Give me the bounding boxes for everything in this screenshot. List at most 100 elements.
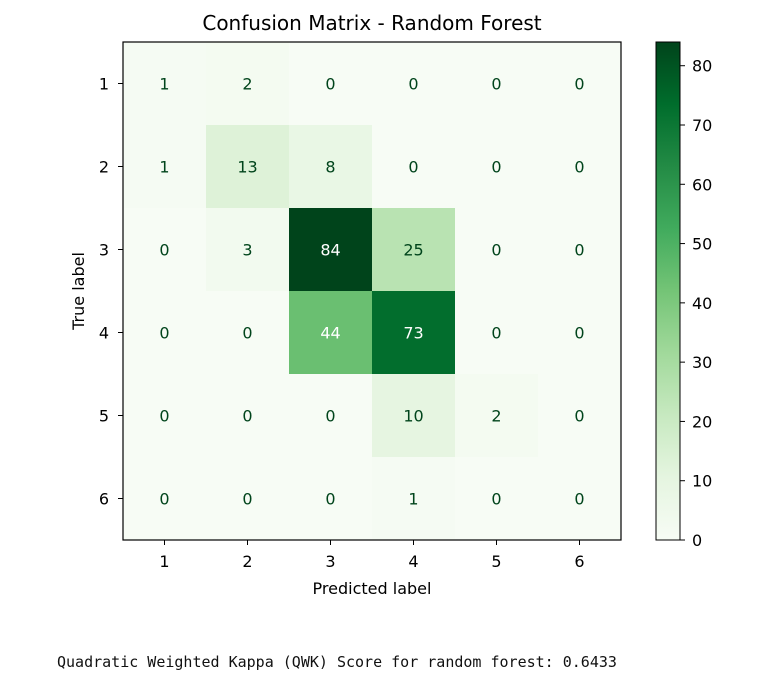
cell-value-label: 0 (491, 75, 501, 94)
cell-value-label: 3 (242, 241, 252, 260)
colorbar (655, 41, 681, 541)
x-tick-label: 6 (574, 552, 584, 571)
cell-value-label: 0 (325, 407, 335, 426)
heatmap-cell (538, 291, 622, 375)
colorbar-tick-label: 20 (692, 412, 712, 431)
y-tick-label: 2 (99, 158, 109, 177)
colorbar-tick-label: 40 (692, 294, 712, 313)
heatmap-cell (123, 125, 207, 209)
heatmap-cell (289, 374, 373, 458)
cell-value-label: 84 (320, 241, 340, 260)
y-tick-label: 1 (99, 75, 109, 94)
cell-value-label: 0 (491, 324, 501, 343)
heatmap-cell (289, 457, 373, 541)
cell-value-label: 13 (237, 158, 257, 177)
y-axis-ticks: 1 2 3 4 5 6 (99, 75, 123, 509)
cell-value-label: 44 (320, 324, 340, 343)
confusion-matrix-chart: Confusion Matrix - Random Forest 1 2 0 0 0 01… (69, 11, 712, 598)
heatmap-cell (289, 208, 373, 292)
cell-value-label: 25 (403, 241, 423, 260)
heatmap-cell (206, 42, 290, 126)
cell-value-label: 0 (574, 407, 584, 426)
chart-title: Confusion Matrix - Random Forest (202, 11, 541, 35)
x-tick-label: 2 (242, 552, 252, 571)
heatmap-cell (372, 291, 456, 375)
cell-value-label: 0 (242, 490, 252, 509)
heatmap-cell (289, 42, 373, 126)
cell-value-label: 10 (403, 407, 423, 426)
cell-value-label: 0 (242, 324, 252, 343)
cell-value-label: 0 (574, 75, 584, 94)
x-tick-label: 1 (159, 552, 169, 571)
y-tick-label: 6 (99, 490, 109, 509)
cell-value-label: 8 (325, 158, 335, 177)
heatmap-cell (455, 291, 539, 375)
colorbar-tick-label: 30 (692, 353, 712, 372)
cell-value-label: 1 (159, 158, 169, 177)
heatmap-cell (455, 374, 539, 458)
heatmap-cell (206, 291, 290, 375)
heatmap-cell (206, 125, 290, 209)
cell-value-label: 0 (159, 490, 169, 509)
cell-value-label: 0 (159, 324, 169, 343)
cell-value-label: 0 (491, 241, 501, 260)
x-axis-ticks: 1 2 3 4 5 6 (159, 540, 585, 571)
heatmap-cell (123, 42, 207, 126)
cell-value-label: 0 (159, 407, 169, 426)
heatmap-cell (538, 125, 622, 209)
heatmap-cell (372, 208, 456, 292)
heatmap-cell (123, 457, 207, 541)
heatmap-cell (206, 374, 290, 458)
heatmap-cell (206, 457, 290, 541)
heatmap-cell (206, 208, 290, 292)
heatmap-cell (455, 42, 539, 126)
y-axis-label: True label (69, 252, 88, 331)
heatmap-cell (123, 208, 207, 292)
heatmap-cell (538, 374, 622, 458)
qwk-score-text: Quadratic Weighted Kappa (QWK) Score for… (57, 653, 617, 671)
y-tick-label: 4 (99, 324, 109, 343)
cell-value-label: 0 (325, 75, 335, 94)
cell-value-label: 1 (408, 490, 418, 509)
cell-value-label: 0 (408, 158, 418, 177)
matrix-frame (122, 41, 622, 541)
heatmap-cell (123, 291, 207, 375)
heatmap-cell (455, 125, 539, 209)
heatmap-cell (538, 457, 622, 541)
cell-value-label: 1 (159, 75, 169, 94)
cell-value-label: 0 (491, 158, 501, 177)
heatmap-cell (538, 42, 622, 126)
cell-value-label: 0 (574, 241, 584, 260)
cell-value-label: 0 (242, 407, 252, 426)
colorbar-tick-label: 70 (692, 116, 712, 135)
colorbar-tick-label: 0 (692, 531, 702, 550)
y-tick-label: 5 (99, 407, 109, 426)
x-tick-label: 5 (491, 552, 501, 571)
cell-value-label: 0 (574, 158, 584, 177)
cell-value-label: 0 (574, 324, 584, 343)
cell-value-label: 0 (491, 490, 501, 509)
colorbar-ticks: 0 10 20 30 40 50 60 70 80 (680, 57, 712, 550)
cell-value-label: 0 (574, 490, 584, 509)
heatmap-cell (455, 208, 539, 292)
heatmap-cell (372, 125, 456, 209)
heatmap-cell (289, 125, 373, 209)
cell-value-label: 0 (408, 75, 418, 94)
x-axis-label: Predicted label (313, 579, 432, 598)
heatmap-cell (289, 291, 373, 375)
cell-value-label: 0 (159, 241, 169, 260)
cell-value-label: 73 (403, 324, 423, 343)
x-tick-label: 3 (325, 552, 335, 571)
heatmap-cell (455, 457, 539, 541)
heatmap-cell (372, 42, 456, 126)
heatmap-cell (372, 457, 456, 541)
cell-value-label: 2 (242, 75, 252, 94)
cell-value-label: 2 (491, 407, 501, 426)
cell-value-label: 0 (325, 490, 335, 509)
colorbar-tick-label: 60 (692, 175, 712, 194)
heatmap-cell (372, 374, 456, 458)
heatmap-cell (538, 208, 622, 292)
colorbar-tick-label: 10 (692, 472, 712, 491)
x-tick-label: 4 (408, 552, 418, 571)
heatmap-cells: 1 2 0 0 0 01 13 8 0 0 00 3 84 25 0 00 0 44 73 0 00 0 0 10 2 00 0 0 1… (123, 42, 622, 541)
